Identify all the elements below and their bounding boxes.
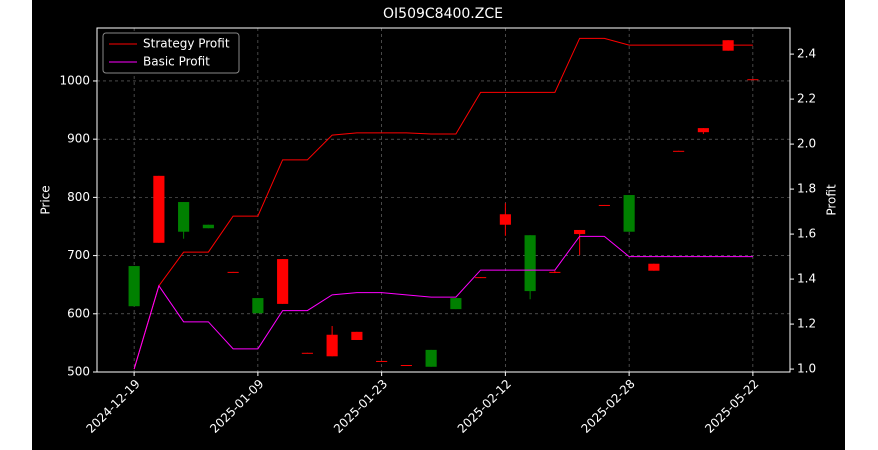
candle-body [499, 214, 511, 225]
candle-body [623, 195, 635, 232]
candle-body [697, 128, 709, 133]
candle-body [128, 266, 140, 307]
y2-axis-label: Profit [825, 184, 839, 216]
profit-line [133, 235, 753, 370]
y-tick-label: 600 [67, 306, 90, 320]
chart-title: OI509C8400.ZCE [383, 6, 503, 22]
candle-body [673, 150, 685, 152]
candle-body [450, 298, 462, 310]
candle-body [574, 229, 586, 235]
y2-tick-label: 2.2 [797, 92, 816, 106]
candle-body [598, 204, 610, 206]
y-axis-label: Price [39, 185, 53, 214]
y-tick-label: 500 [67, 365, 90, 379]
candle-body [277, 259, 289, 304]
candle-body [252, 298, 264, 314]
y2-tick-label: 1.6 [797, 227, 816, 241]
legend-label: Strategy Profit [143, 37, 230, 51]
candle-body [549, 271, 561, 273]
candle-body [351, 331, 363, 340]
candle-body [400, 365, 412, 367]
candle-body [524, 235, 536, 292]
y2-tick-label: 1.2 [797, 317, 816, 331]
candle-body [301, 352, 313, 354]
y2-tick-label: 1.4 [797, 272, 816, 286]
candle-body [178, 202, 190, 232]
candle-body [227, 271, 239, 273]
candle-body [376, 360, 388, 362]
candle-body [153, 175, 165, 243]
candle-body [747, 79, 759, 81]
plot-frame [96, 27, 791, 373]
y-tick-label: 1000 [59, 73, 90, 87]
candle-body [326, 334, 338, 357]
y-tick-label: 700 [67, 248, 90, 262]
candle-body [202, 224, 214, 229]
candle-body [648, 263, 660, 271]
y2-tick-label: 1.8 [797, 182, 816, 196]
y2-tick-label: 2.4 [797, 47, 816, 61]
y-tick-label: 900 [67, 132, 90, 146]
figure-background [32, 0, 845, 450]
candle-body [425, 349, 437, 367]
y2-tick-label: 2.0 [797, 137, 816, 151]
y2-tick-label: 1.0 [797, 362, 816, 376]
y-tick-label: 800 [67, 190, 90, 204]
candle-body [475, 277, 487, 279]
legend-box [102, 32, 240, 74]
legend-label: Basic Profit [143, 55, 210, 69]
profit-line [133, 37, 753, 370]
